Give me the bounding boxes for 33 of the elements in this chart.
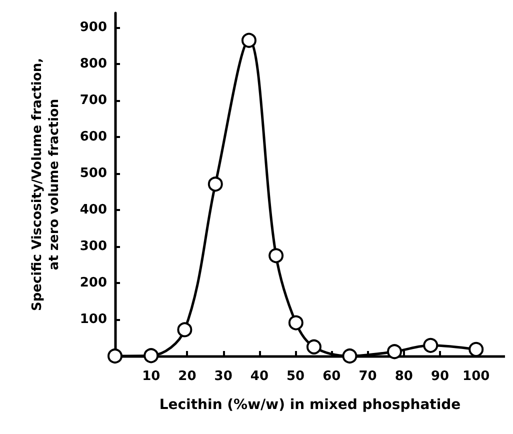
y-axis-title: Specific Viscosity/Volume fraction, at zero volume fraction (30, 58, 62, 312)
x-tick-label: 50 (286, 369, 305, 384)
y-tick-label: 200 (80, 276, 107, 291)
x-tick-label: 40 (250, 369, 268, 384)
point (208, 176, 223, 192)
x-tick-label: 30 (214, 369, 232, 384)
point (108, 348, 122, 364)
y-tick-label: 300 (80, 239, 107, 254)
point (423, 338, 438, 353)
point (468, 342, 484, 357)
x-tick-label: 20 (178, 369, 196, 384)
y-tick-label: 500 (80, 166, 107, 182)
point (342, 348, 358, 364)
x-tick-label: 70 (358, 369, 377, 384)
point (387, 344, 402, 360)
y-tick-label: 700 (80, 93, 107, 108)
y-tick-label: 800 (80, 56, 107, 72)
x-tick-label: 100 (462, 369, 490, 384)
x-tick-label: 80 (394, 369, 413, 384)
y-tick-label: 400 (80, 202, 107, 218)
y-tick-label: 900 (80, 20, 107, 36)
point (241, 32, 256, 48)
x-axis-title: Lecithin (%w/w) in mixed phosphatide (159, 397, 461, 413)
x-tick-label: 60 (322, 369, 341, 384)
point (144, 348, 159, 364)
y-tick-label: 100 (80, 312, 107, 328)
y-tick-label: 600 (80, 130, 107, 145)
point (177, 322, 192, 338)
x-tick-label: 90 (430, 369, 450, 384)
x-tick-label: 10 (142, 369, 160, 384)
point (306, 339, 322, 354)
point (288, 315, 304, 330)
point (268, 248, 284, 264)
